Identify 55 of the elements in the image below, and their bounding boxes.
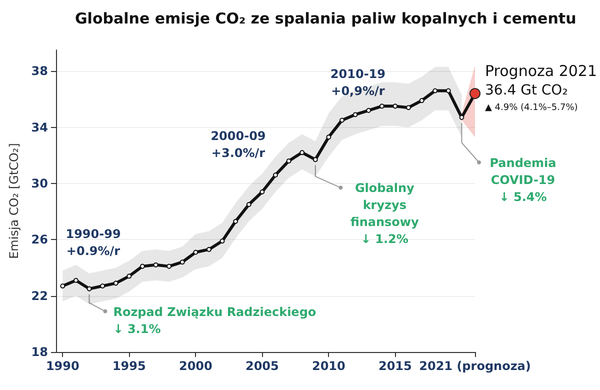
annotation: Rozpad Związku Radzieckiego ↓ 3.1%: [113, 304, 316, 336]
point: [260, 189, 265, 194]
point: [432, 88, 438, 94]
y-tick-label: 22: [31, 288, 48, 303]
point: [220, 238, 225, 244]
x-tick-label: 1990: [46, 359, 80, 373]
point: [470, 88, 480, 100]
point: [419, 98, 424, 104]
text: 36.4 Gt CO₂: [485, 82, 568, 98]
point: [312, 157, 318, 162]
point: [126, 274, 132, 279]
point: [326, 134, 332, 140]
x-tick-label: 2015: [378, 359, 412, 373]
point: [406, 105, 411, 110]
x-tick-label: 2021 (prognoza): [419, 359, 531, 373]
point: [60, 283, 66, 288]
annotation: Globalny kryzys finansowy ↓ 1.2%: [350, 181, 420, 246]
point: [113, 280, 118, 286]
annotation: Pandemia COVID-19 ↓ 5.4%: [490, 156, 556, 204]
point: [446, 88, 451, 94]
y-tick-label: 26: [31, 232, 48, 247]
text: ▲ 4.9% (4.1%–5.7%): [485, 102, 578, 113]
y-axis-title: Emisja CO₂ [GtCO₂]: [7, 143, 21, 259]
point: [286, 158, 292, 164]
point: [86, 286, 92, 292]
x-tick-label: 2000: [178, 359, 212, 373]
point: [73, 278, 78, 283]
point: [100, 283, 106, 288]
point: [379, 104, 384, 109]
point: [272, 172, 278, 178]
y-tick-label: 38: [31, 64, 48, 78]
point: [246, 202, 252, 208]
annotation: 2000-09 +3.0%/r: [210, 128, 266, 160]
annotation: 2010-19 +0,9%/r: [330, 66, 386, 98]
point: [140, 264, 145, 269]
point: [366, 108, 372, 113]
point: [180, 260, 185, 265]
text: Prognoza 2021: [485, 62, 598, 80]
y-tick-label: 34: [31, 120, 48, 134]
point: [233, 218, 238, 224]
x-tick-label: 1995: [112, 359, 146, 373]
point: [166, 264, 172, 269]
point: [392, 104, 398, 109]
point: [300, 150, 305, 156]
chart-title: Globalne emisje CO₂ ze spalania paliw kopalnych i cementu: [75, 10, 576, 28]
point: [352, 112, 358, 118]
x-tick-label: 2010: [312, 359, 346, 373]
point: [339, 118, 344, 123]
y-tick-label: 30: [31, 176, 48, 190]
point: [206, 246, 212, 252]
y-tick-label: 18: [31, 345, 48, 359]
point: [153, 262, 158, 268]
annotation: 1990-99 +0.9%/r: [66, 227, 121, 258]
x-tick-label: 2005: [245, 359, 279, 373]
point: [193, 250, 198, 255]
